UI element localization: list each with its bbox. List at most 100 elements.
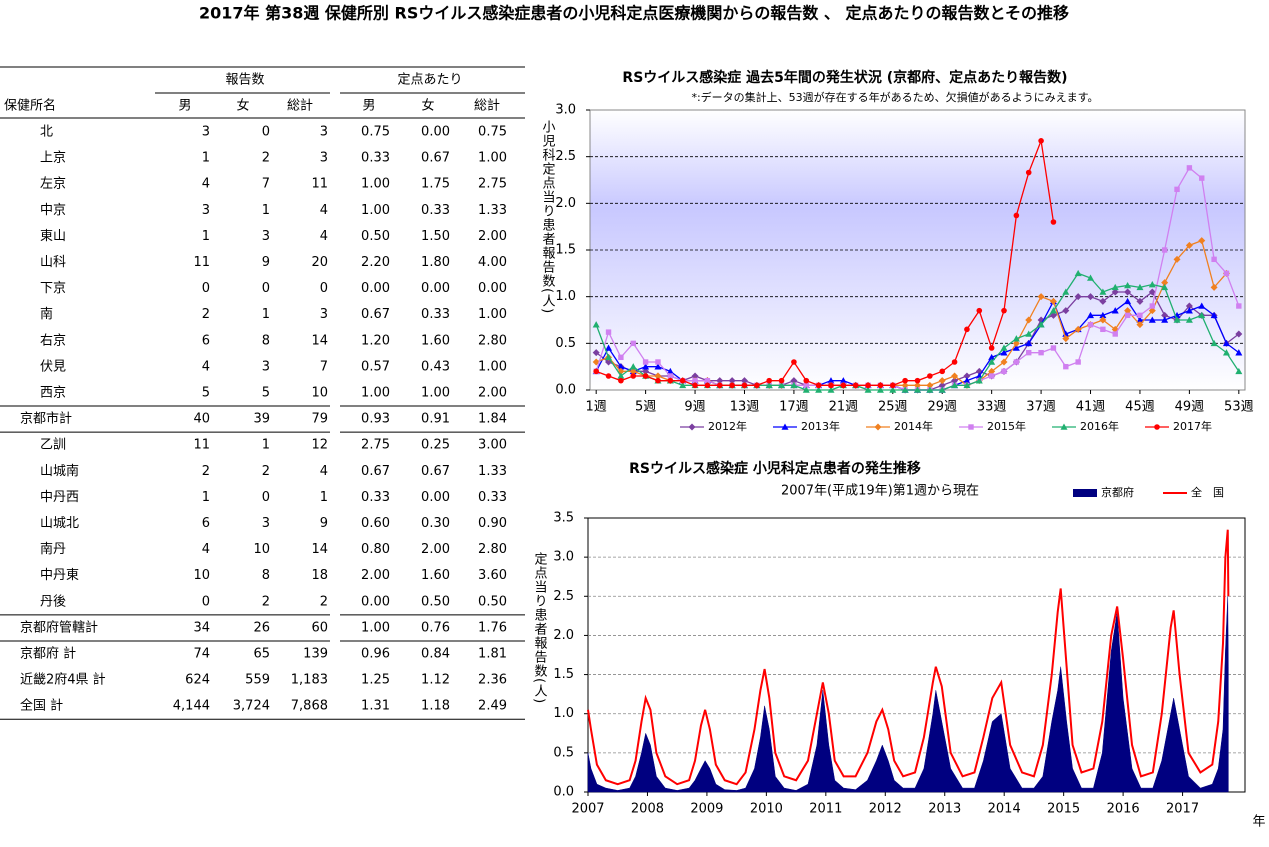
cell: 39 bbox=[253, 412, 270, 427]
x-axis-label: 年 bbox=[1252, 815, 1265, 830]
marker bbox=[939, 368, 946, 375]
row-name: 京都市計 bbox=[20, 411, 72, 427]
cell: 1 bbox=[202, 229, 210, 244]
marker bbox=[605, 329, 612, 335]
row-name: 全国 計 bbox=[20, 698, 63, 714]
legend-label: 2016年 bbox=[1080, 419, 1119, 433]
row-name: 北 bbox=[40, 125, 53, 140]
marker bbox=[592, 321, 600, 328]
marker bbox=[1060, 423, 1068, 430]
marker bbox=[666, 367, 674, 375]
cell: 0.76 bbox=[421, 620, 450, 635]
x-tick-label: 2008 bbox=[631, 802, 664, 817]
marker bbox=[1222, 349, 1230, 356]
cell: 3 bbox=[262, 229, 270, 244]
cell: 3.00 bbox=[478, 438, 507, 453]
marker bbox=[839, 377, 847, 384]
marker bbox=[803, 382, 809, 389]
marker bbox=[605, 373, 612, 379]
cell: 1.60 bbox=[421, 333, 450, 348]
marker bbox=[1198, 311, 1206, 319]
marker bbox=[716, 382, 723, 389]
row-name: 西京 bbox=[40, 386, 66, 401]
cell: 0.43 bbox=[421, 359, 450, 374]
x-tick-label: 2007 bbox=[571, 802, 604, 817]
cell: 4,144 bbox=[173, 699, 210, 714]
marker bbox=[938, 381, 946, 389]
legend-label: 2015年 bbox=[987, 419, 1026, 433]
cell: 1.31 bbox=[361, 699, 390, 714]
marker bbox=[679, 377, 686, 384]
cell: 2 bbox=[262, 464, 270, 479]
cell: 79 bbox=[311, 412, 328, 427]
marker bbox=[740, 377, 748, 385]
marker bbox=[1199, 175, 1205, 181]
row-name: 中丹西 bbox=[40, 490, 79, 505]
marker bbox=[865, 382, 871, 389]
marker bbox=[1100, 326, 1106, 333]
x-tick-label: 2012 bbox=[869, 802, 902, 817]
marker bbox=[691, 372, 699, 380]
line bbox=[587, 529, 1230, 786]
marker bbox=[1038, 138, 1044, 144]
cell: 1.00 bbox=[361, 203, 390, 218]
column-header: 男 bbox=[178, 99, 191, 114]
marker bbox=[1075, 359, 1081, 365]
marker bbox=[827, 386, 835, 393]
marker bbox=[803, 377, 810, 384]
y-tick-label: 1.0 bbox=[555, 289, 576, 304]
marker bbox=[766, 377, 772, 384]
cell: 0.96 bbox=[361, 647, 390, 662]
cell: 1.00 bbox=[421, 386, 450, 401]
marker bbox=[840, 382, 847, 389]
row-name: 左京 bbox=[40, 177, 66, 192]
cell: 2.00 bbox=[478, 386, 507, 401]
marker bbox=[914, 377, 921, 384]
cell: 60 bbox=[311, 620, 328, 635]
cell: 10 bbox=[253, 542, 270, 557]
marker bbox=[704, 382, 711, 389]
marker bbox=[667, 377, 674, 384]
marker bbox=[642, 363, 650, 370]
marker bbox=[988, 367, 996, 375]
marker bbox=[1062, 307, 1070, 315]
marker bbox=[926, 381, 934, 389]
marker bbox=[1049, 307, 1057, 314]
marker bbox=[1137, 312, 1143, 319]
marker bbox=[1161, 279, 1169, 287]
cell: 2 bbox=[262, 594, 270, 609]
cell: 6 bbox=[202, 333, 210, 348]
marker bbox=[1000, 358, 1008, 366]
marker bbox=[790, 381, 798, 389]
marker bbox=[618, 354, 624, 361]
marker bbox=[876, 386, 884, 393]
cell: 11 bbox=[193, 438, 210, 453]
marker bbox=[815, 386, 823, 393]
marker bbox=[1136, 283, 1144, 291]
cell: 1.00 bbox=[478, 359, 507, 374]
chart-note: *:データの集計上、53週が存在する年があるため、欠損値があるようにみえます。 bbox=[691, 90, 1098, 104]
cell: 5 bbox=[202, 386, 210, 401]
cell: 7 bbox=[320, 359, 328, 374]
cell: 2.75 bbox=[478, 177, 507, 192]
row-name: 中丹東 bbox=[40, 567, 79, 583]
cell: 74 bbox=[193, 647, 210, 662]
cell: 1.76 bbox=[478, 620, 507, 635]
cell: 2.00 bbox=[478, 229, 507, 244]
marker bbox=[951, 381, 959, 389]
cell: 0.33 bbox=[421, 203, 450, 218]
cell: 559 bbox=[245, 673, 270, 688]
marker bbox=[1050, 345, 1057, 351]
marker bbox=[1124, 312, 1131, 319]
marker bbox=[688, 423, 696, 431]
marker bbox=[828, 382, 834, 389]
cell: 3.60 bbox=[478, 568, 507, 583]
marker bbox=[889, 386, 897, 393]
cell: 2.00 bbox=[421, 542, 450, 557]
group-header: 報告数 bbox=[225, 73, 264, 88]
cell: 1.80 bbox=[421, 255, 450, 270]
cell: 1.60 bbox=[421, 568, 450, 583]
cell: 4 bbox=[202, 177, 210, 192]
row-name: 下京 bbox=[40, 281, 66, 296]
marker bbox=[1111, 288, 1119, 296]
